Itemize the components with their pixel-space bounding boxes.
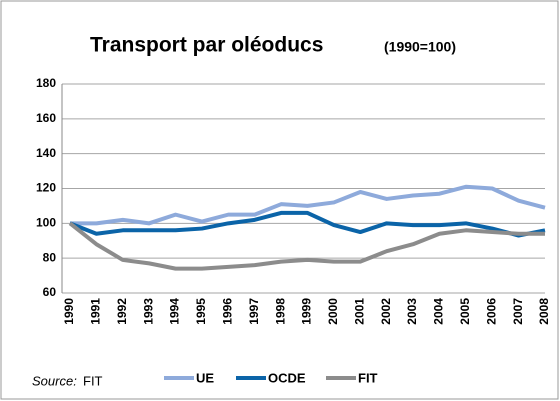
- x-tick-label: 2002: [379, 298, 393, 325]
- y-tick-label: 180: [36, 76, 56, 90]
- x-tick-label: 2004: [432, 298, 446, 325]
- y-tick-label: 100: [36, 216, 56, 230]
- x-tick-label: 2003: [405, 298, 419, 325]
- x-tick-label: 1995: [194, 298, 208, 325]
- x-tick-label: 1999: [300, 298, 314, 325]
- x-tick-label: 2006: [484, 298, 498, 325]
- x-tick-label: 1998: [273, 298, 287, 325]
- x-tick-label: 1993: [141, 298, 155, 325]
- y-tick-label: 60: [43, 285, 57, 299]
- legend-label: UE: [196, 370, 214, 385]
- series-line: [69, 210, 546, 238]
- x-tick-label: 2005: [458, 298, 472, 325]
- x-tick-label: 1997: [247, 298, 261, 325]
- y-tick-label: 140: [36, 146, 56, 160]
- x-tick-label: 1992: [115, 298, 129, 325]
- y-tick-label: 80: [43, 250, 57, 264]
- x-tick-label: 2007: [511, 298, 525, 325]
- x-tick-label: 2001: [352, 298, 366, 325]
- x-tick-label: 2008: [537, 298, 551, 325]
- x-tick-label: 1994: [168, 298, 182, 325]
- legend-label: FIT: [358, 370, 378, 385]
- chart-title: Transport par oléoducs: [90, 34, 323, 57]
- series-line: [70, 184, 546, 226]
- source-label: Source:: [32, 373, 77, 388]
- x-tick-label: 1996: [221, 298, 235, 325]
- x-tick-label: 1991: [89, 298, 103, 325]
- y-tick-label: 120: [36, 181, 56, 195]
- y-tick-label: 160: [36, 111, 56, 125]
- chart-subtitle: (1990=100): [384, 39, 456, 55]
- x-tick-label: 2000: [326, 298, 340, 325]
- series-line: [68, 221, 545, 271]
- source: FIT: [83, 373, 103, 388]
- x-tick-label: 1990: [62, 298, 76, 325]
- legend-label: OCDE: [268, 370, 306, 385]
